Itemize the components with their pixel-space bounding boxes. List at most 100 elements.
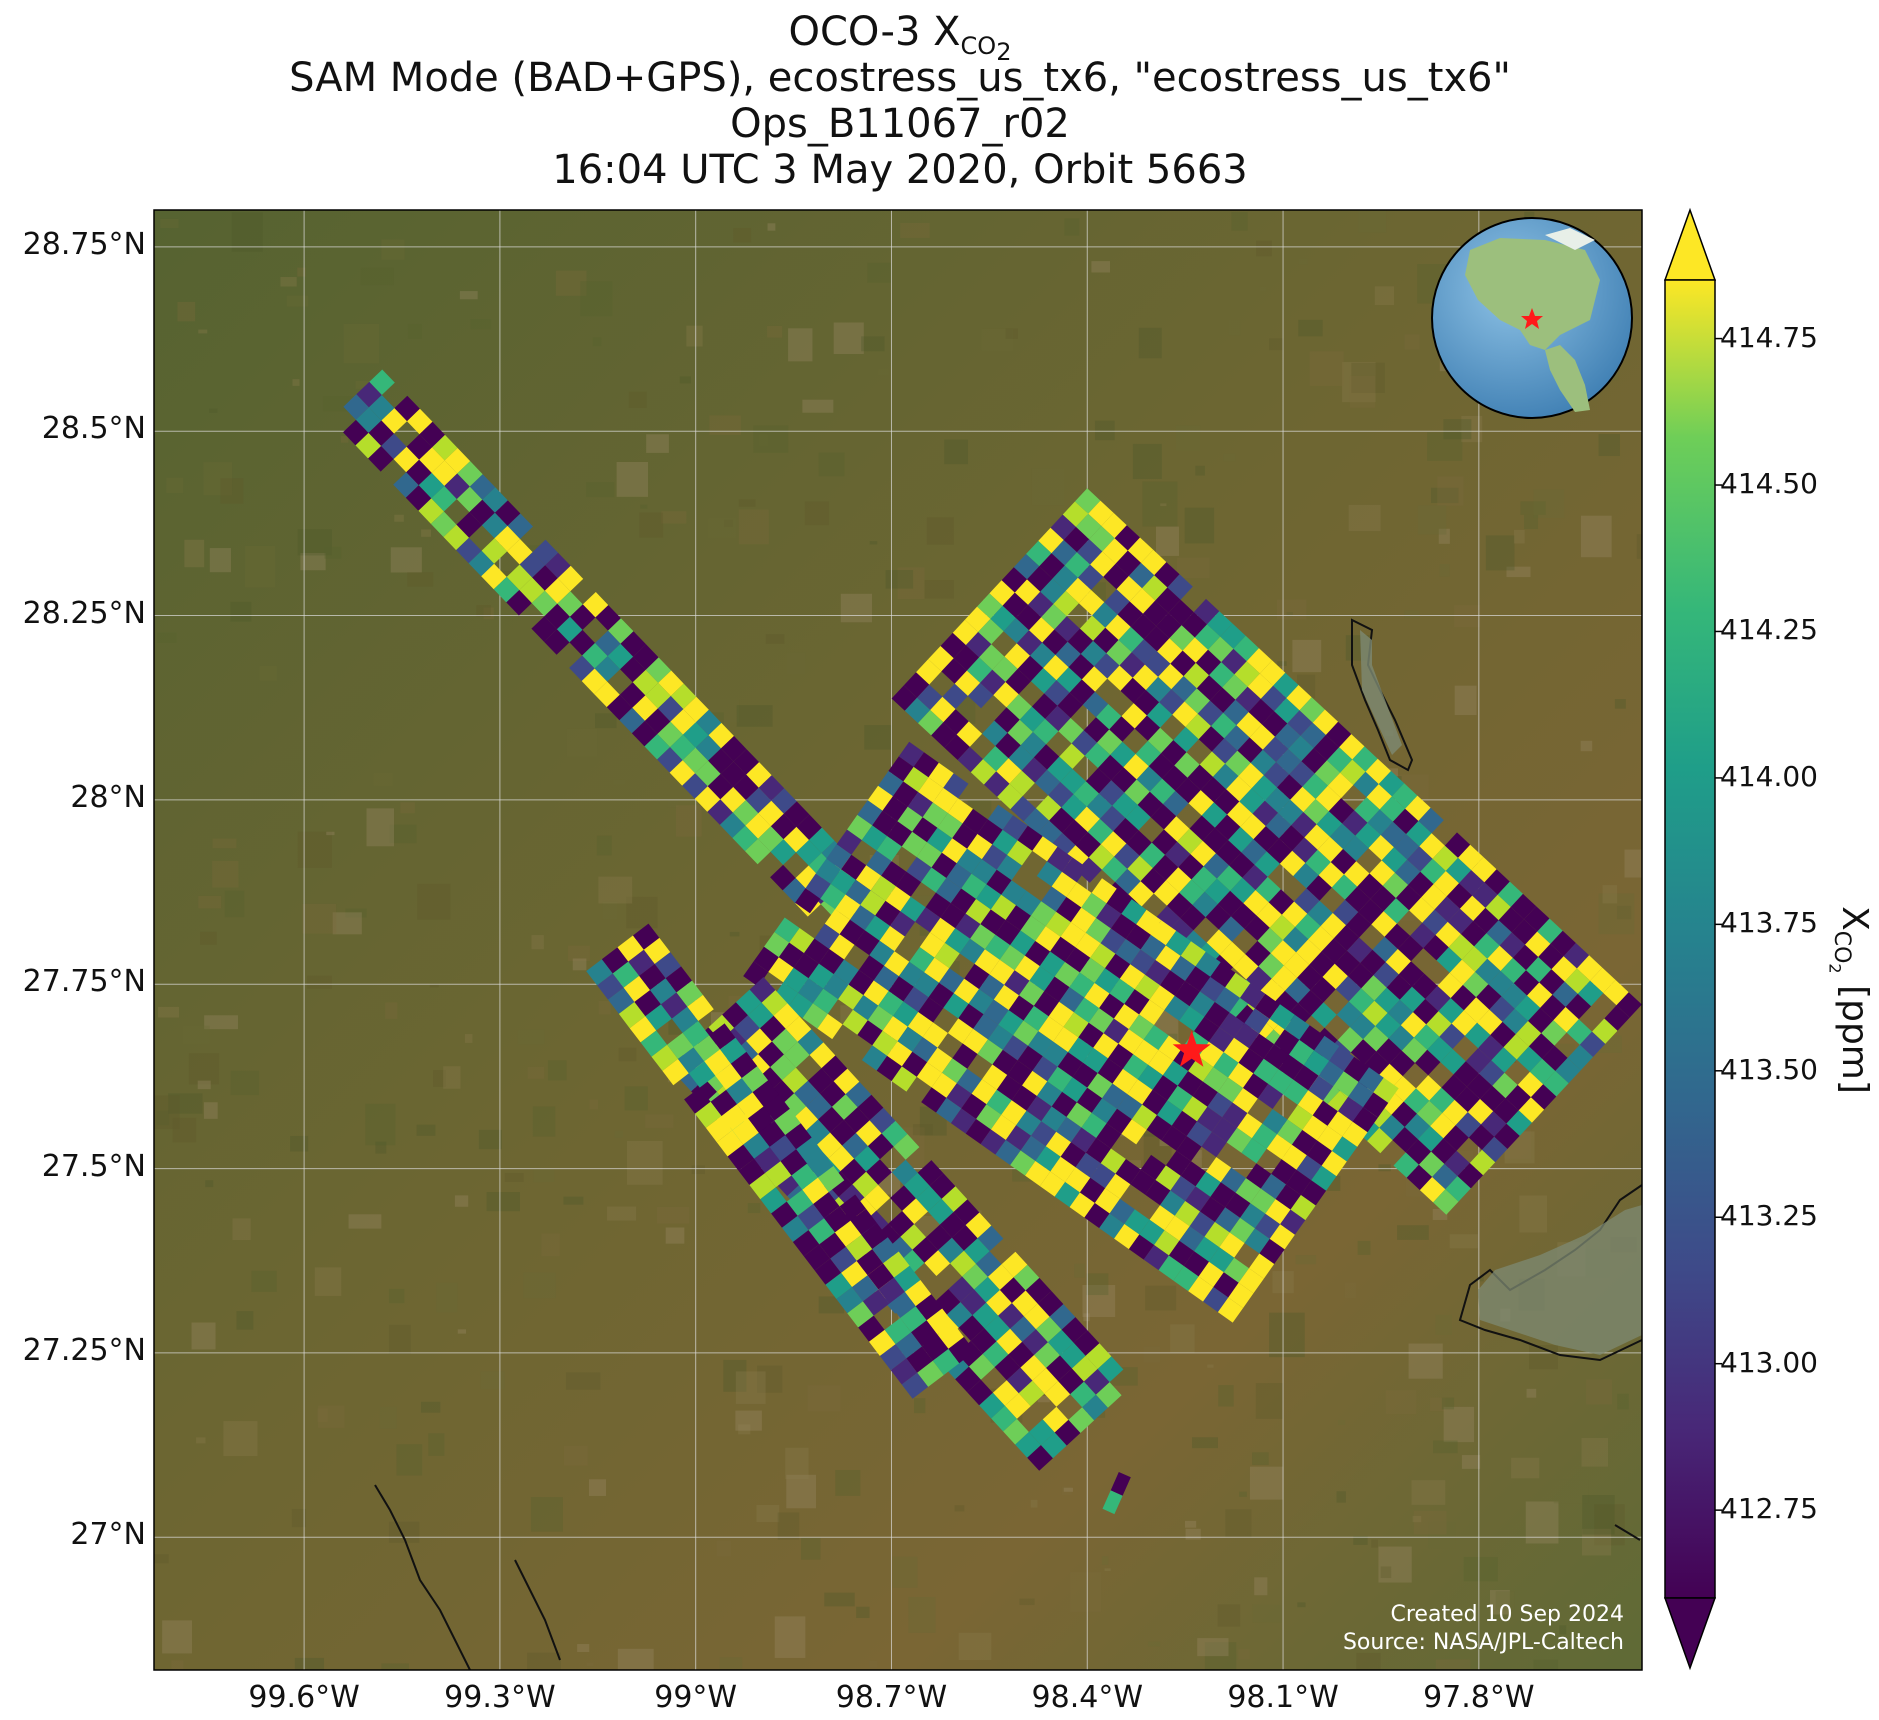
sounding-cell xyxy=(753,946,779,972)
sounding-cell xyxy=(1134,974,1160,1000)
sounding-cell xyxy=(785,1016,812,1042)
sounding-cell xyxy=(683,722,709,748)
terrain-patch xyxy=(1412,1515,1422,1523)
sounding-cell xyxy=(1081,1112,1107,1138)
sounding-cell xyxy=(1259,660,1286,686)
sounding-cell xyxy=(1503,1034,1529,1060)
sounding-cell xyxy=(994,707,1020,733)
colorbar-tick-label: 414.25 xyxy=(1720,613,1818,647)
sounding-cell xyxy=(1117,601,1143,627)
terrain-patch xyxy=(1413,1510,1447,1535)
sounding-cell xyxy=(974,1276,1000,1303)
sounding-cell xyxy=(845,1081,872,1108)
sounding-cell xyxy=(1018,1380,1045,1407)
sounding-cell xyxy=(1085,1138,1111,1164)
sounding-cell xyxy=(884,1318,912,1345)
sounding-cell xyxy=(1030,901,1057,927)
sounding-cell xyxy=(979,644,1005,670)
small-strip xyxy=(1102,1472,1131,1515)
terrain-patch xyxy=(1358,210,1387,233)
sounding-cell xyxy=(1032,718,1059,745)
sounding-cell xyxy=(1149,778,1176,805)
sounding-cell xyxy=(1379,1114,1405,1141)
sounding-cell xyxy=(1304,824,1330,850)
sounding-cell xyxy=(1073,997,1100,1023)
sounding-cell xyxy=(1208,636,1234,663)
sounding-cell xyxy=(1203,853,1230,879)
sounding-cell xyxy=(1339,734,1365,760)
terrain-patch xyxy=(1617,1393,1629,1410)
sounding-cell xyxy=(1002,815,1028,841)
terrain-patch xyxy=(366,808,395,847)
sounding-cell xyxy=(977,593,1003,619)
sounding-cell xyxy=(852,1275,879,1302)
sounding-cell xyxy=(839,1194,866,1221)
sounding-cell xyxy=(1218,916,1245,942)
terrain-patch xyxy=(166,477,184,494)
sounding-cell xyxy=(1199,751,1226,777)
sounding-cell xyxy=(1250,1188,1276,1214)
sounding-cell xyxy=(1500,957,1526,984)
sounding-cell xyxy=(1211,738,1238,764)
sounding-cell xyxy=(1174,981,1200,1007)
sounding-cell xyxy=(1054,1182,1080,1208)
sounding-cell xyxy=(1444,832,1471,858)
terrain-patch xyxy=(433,1070,446,1087)
sounding-cell xyxy=(819,1232,846,1259)
sounding-cell xyxy=(1034,769,1061,796)
sounding-cell xyxy=(813,1192,840,1219)
terrain-patch xyxy=(800,1537,821,1560)
sounding-cell xyxy=(857,1020,883,1046)
colorbar-tick-label: 412.75 xyxy=(1720,1492,1818,1526)
sounding-cell xyxy=(1047,1066,1073,1092)
sounding-cell xyxy=(1251,1123,1278,1149)
sounding-cell xyxy=(1502,1008,1528,1035)
sounding-cell xyxy=(1431,1138,1457,1164)
sounding-cell xyxy=(1057,1052,1083,1078)
sounding-cell xyxy=(682,747,709,774)
sounding-cell xyxy=(650,978,677,1005)
sounding-cell xyxy=(1183,662,1209,689)
terrain-patch xyxy=(709,415,741,435)
sounding-cell xyxy=(1271,965,1298,991)
sounding-cell xyxy=(481,538,508,564)
sounding-cell xyxy=(986,869,1012,895)
sounding-cell xyxy=(1501,983,1527,1009)
sounding-cell xyxy=(1290,786,1316,813)
sounding-cell xyxy=(878,991,904,1017)
sounding-cell xyxy=(1492,1072,1518,1099)
terrain-patch xyxy=(1269,338,1284,351)
sounding-cell xyxy=(1225,972,1251,998)
sounding-cell xyxy=(758,1120,786,1147)
sounding-cell xyxy=(1065,1167,1091,1193)
sounding-cell xyxy=(1342,810,1368,836)
terrain-patch xyxy=(1417,505,1447,535)
sounding-cell xyxy=(1152,1075,1178,1101)
sounding-cell xyxy=(1283,952,1310,978)
terrain-patch xyxy=(1357,1240,1371,1255)
terrain-patch xyxy=(1586,1379,1612,1405)
latitude-tick-label: 28.5°N xyxy=(41,411,146,447)
terrain-patch xyxy=(1064,218,1080,236)
terrain-patch xyxy=(1378,1546,1412,1583)
sounding-cell xyxy=(1014,579,1041,605)
sounding-cell xyxy=(1210,687,1236,713)
sounding-cell xyxy=(456,486,483,513)
sounding-cell xyxy=(1130,613,1157,640)
terrain-patch xyxy=(1344,1282,1356,1298)
sounding-cell xyxy=(1047,846,1073,872)
sounding-cell xyxy=(1090,1163,1116,1189)
sounding-cell xyxy=(1064,552,1091,578)
sounding-cell xyxy=(1455,1112,1481,1138)
colorbar-tick-label: 413.75 xyxy=(1720,906,1818,940)
sounding-cell xyxy=(992,829,1018,855)
sounding-cell xyxy=(1328,798,1355,824)
sounding-cell xyxy=(1327,1111,1353,1137)
sounding-cell xyxy=(1133,690,1160,716)
sounding-cell xyxy=(944,928,971,954)
terrain-patch xyxy=(527,1066,545,1079)
sounding-cell xyxy=(1189,1211,1215,1237)
sounding-cell xyxy=(1070,907,1097,933)
sounding-cell xyxy=(926,1308,954,1335)
sounding-cell xyxy=(956,848,982,874)
